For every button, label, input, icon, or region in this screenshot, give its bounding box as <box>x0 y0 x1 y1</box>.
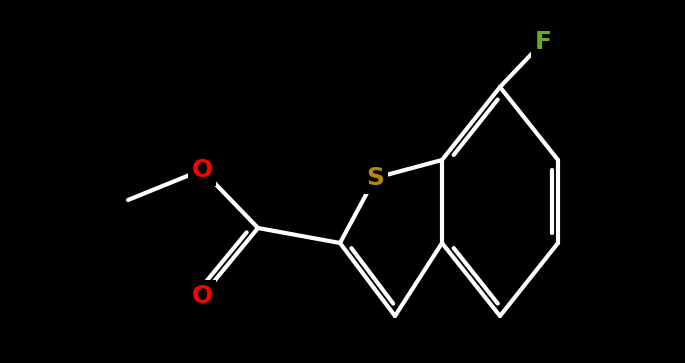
Text: O: O <box>191 158 212 182</box>
Text: F: F <box>534 30 551 54</box>
Text: S: S <box>366 166 384 190</box>
Text: O: O <box>191 284 212 308</box>
